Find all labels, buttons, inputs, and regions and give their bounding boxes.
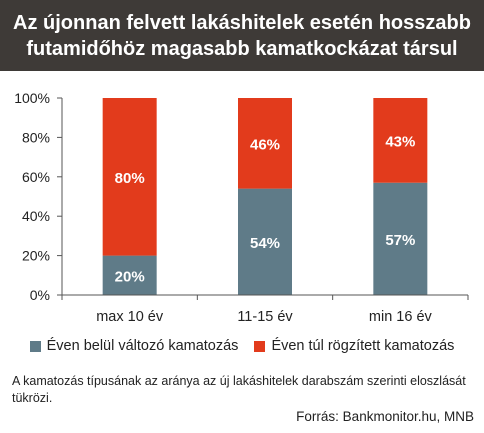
bar-segment: [102, 255, 157, 295]
bar-segment: [373, 98, 428, 183]
bar-segment: [102, 98, 157, 256]
chart-title: Az újonnan felvett lakáshitelek esetén h…: [0, 0, 484, 71]
legend-label-fixed: Éven túl rögzített kamatozás: [271, 338, 455, 354]
legend-swatch-fixed: [254, 340, 266, 352]
y-axis: 0% 20% 40% 60% 80% 100%: [14, 90, 63, 303]
bar-value-label: 54%: [250, 235, 280, 252]
legend-label-variable: Éven belül változó kamatozás: [46, 338, 239, 354]
footnote: A kamatozás típusának az aránya az új la…: [12, 374, 466, 405]
y-tick-label: 40%: [22, 208, 50, 224]
x-axis: max 10 év 11-15 év min 16 év: [61, 294, 469, 325]
bar-value-label: 20%: [115, 268, 145, 285]
source-credit: Forrás: Bankmonitor.hu, MNB: [296, 409, 474, 424]
bar-segment: [238, 98, 292, 189]
bars: [102, 98, 428, 295]
y-tick-label: 100%: [14, 90, 50, 106]
chart-title-line-2: futamidőhöz magasabb kamatkockázat társu…: [26, 37, 458, 60]
bar-value-label: 57%: [385, 232, 415, 249]
x-tick-label: max 10 év: [96, 309, 164, 325]
y-tick-label: 80%: [22, 129, 50, 145]
x-tick-label: 11-15 év: [237, 309, 293, 325]
bar-labels: 20% 80% 54% 46% 57% 43%: [115, 133, 416, 285]
legend: Éven belül változó kamatozás Éven túl rö…: [0, 338, 484, 354]
y-tick-label: 0%: [30, 287, 50, 303]
bar-value-label: 80%: [115, 170, 145, 187]
bar-segment: [373, 182, 428, 295]
chart-title-line-1: Az újonnan felvett lakáshitelek esetén h…: [13, 11, 471, 34]
x-tick-label: min 16 év: [369, 309, 433, 325]
y-tick-label: 20%: [22, 248, 50, 264]
bar-value-label: 43%: [385, 133, 415, 150]
y-tick-label: 60%: [22, 169, 50, 185]
bar-segment: [238, 188, 292, 295]
stacked-bar-chart: 0% 20% 40% 60% 80% 100% 20% 80% 54% 46% 57% 43% ma…: [14, 90, 469, 325]
legend-item-fixed: Éven túl rögzített kamatozás: [254, 338, 454, 354]
legend-swatch-variable: [29, 340, 41, 352]
legend-item-variable: Éven belül változó kamatozás: [29, 338, 239, 354]
bar-value-label: 46%: [250, 136, 280, 153]
